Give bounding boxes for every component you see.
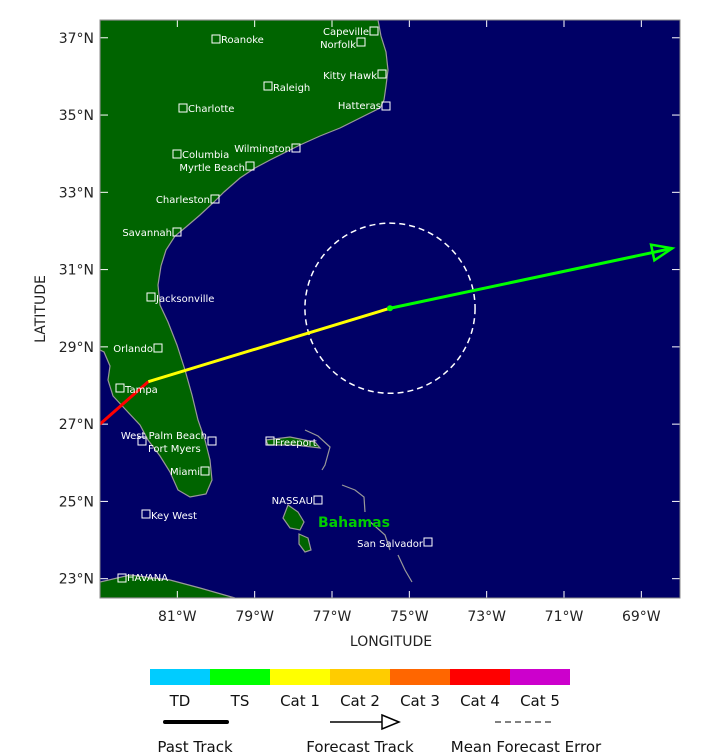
- city-label: Fort Myers: [148, 444, 201, 455]
- city-marker-icon: [211, 34, 221, 44]
- city-marker-icon: [377, 69, 387, 79]
- city-label: NASSAU: [272, 496, 313, 507]
- abaco-island: [304, 429, 331, 471]
- lon-tick-label: 69°W: [622, 609, 661, 625]
- city-label: Orlando: [113, 344, 153, 355]
- city-label: Kitty Hawk: [323, 71, 377, 82]
- city-marker-icon: [313, 495, 323, 505]
- forecast-track-segment: [389, 246, 673, 310]
- cuba-land: [100, 574, 236, 598]
- lat-tick-label: 25°N: [59, 494, 94, 510]
- legend-swatch: [270, 669, 330, 685]
- long-island: [397, 554, 413, 583]
- city-marker-icon: [263, 81, 273, 91]
- city-label: Wilmington: [234, 144, 291, 155]
- bahamas-island: [298, 533, 312, 553]
- region-label-bahamas: Bahamas: [318, 515, 390, 531]
- city-label: Norfolk: [320, 40, 356, 51]
- legend-category-label: Cat 3: [400, 692, 440, 710]
- lat-tick-label: 37°N: [59, 31, 94, 47]
- city-label: Hatteras: [338, 101, 381, 112]
- city-marker-icon: [356, 37, 366, 47]
- x-axis-label: LONGITUDE: [350, 634, 432, 650]
- city-label: HAVANA: [127, 573, 168, 584]
- lon-tick-label: 75°W: [390, 609, 429, 625]
- city-label: Tampa: [124, 385, 158, 396]
- city-label: Miami: [170, 467, 200, 478]
- lon-tick-label: 79°W: [235, 609, 274, 625]
- us-east-coast-land: [100, 20, 389, 498]
- city-marker-icon: [146, 292, 156, 302]
- city-label: West Palm Beach: [121, 431, 207, 442]
- city-marker-icon: [141, 509, 151, 519]
- lat-tick-label: 27°N: [59, 417, 94, 433]
- exuma-cays: [367, 519, 391, 551]
- lat-tick-label: 31°N: [59, 263, 94, 279]
- city-marker-icon: [178, 103, 188, 113]
- forecast-point: [387, 305, 393, 312]
- city-marker-icon: [423, 537, 433, 547]
- legend-swatch: [210, 669, 270, 685]
- legend-category-label: Cat 4: [460, 692, 500, 710]
- city-marker-icon: [172, 149, 182, 159]
- lon-tick-label: 77°W: [313, 609, 352, 625]
- past-track-segment: [100, 380, 150, 426]
- legend-forecast-track-label: Forecast Track: [306, 738, 414, 756]
- y-axis-label: LATITUDE: [33, 275, 49, 343]
- forecast-arrow-icon: [381, 713, 401, 731]
- city-marker-icon: [115, 383, 125, 393]
- city-label: San Salvador: [357, 539, 424, 550]
- city-marker-icon: [265, 436, 275, 446]
- andros-island: [282, 504, 305, 531]
- city-marker-icon: [153, 343, 163, 353]
- forecast-arrowhead-icon: [649, 243, 676, 263]
- legend-swatch: [330, 669, 390, 685]
- legend-category-label: Cat 2: [340, 692, 380, 710]
- city-marker-icon: [245, 161, 255, 171]
- legend-category-label: Cat 5: [520, 692, 560, 710]
- mean-forecast-error-circle: [304, 222, 476, 395]
- legend-swatch: [450, 669, 510, 685]
- legend-category-label: TS: [230, 692, 250, 710]
- lon-tick-label: 81°W: [158, 609, 197, 625]
- legend-category-label: TD: [169, 692, 191, 710]
- city-label: Jacksonville: [155, 294, 214, 305]
- lon-tick-label: 71°W: [545, 609, 584, 625]
- city-marker-icon: [137, 436, 147, 446]
- legend-swatch: [510, 669, 570, 685]
- legend-swatch: [150, 669, 210, 685]
- city-label: Charleston: [156, 195, 210, 206]
- city-label: Raleigh: [273, 83, 310, 94]
- city-marker-icon: [117, 573, 127, 583]
- city-marker-icon: [369, 26, 379, 36]
- plot-frame: [99, 19, 681, 599]
- lat-tick-label: 35°N: [59, 108, 94, 124]
- lat-tick-label: 33°N: [59, 185, 94, 201]
- city-marker-icon: [381, 101, 391, 111]
- legend-past-track-label: Past Track: [157, 738, 233, 756]
- lat-tick-label: 29°N: [59, 340, 94, 356]
- city-label: Charlotte: [188, 104, 234, 115]
- city-label: Columbia: [182, 150, 229, 161]
- city-label: Savannah: [122, 228, 172, 239]
- city-label: Myrtle Beach: [179, 163, 245, 174]
- eleuthera-island: [341, 484, 366, 513]
- city-marker-icon: [291, 143, 301, 153]
- city-label: Capeville: [323, 27, 369, 38]
- city-marker-icon: [200, 466, 210, 476]
- legend-category-label: Cat 1: [280, 692, 320, 710]
- legend-mean-error-label: Mean Forecast Error: [451, 738, 602, 756]
- city-marker-icon: [207, 436, 217, 446]
- legend-swatch: [390, 669, 450, 685]
- city-marker-icon: [172, 227, 182, 237]
- lon-tick-label: 73°W: [467, 609, 506, 625]
- lat-tick-label: 23°N: [59, 572, 94, 588]
- city-marker-icon: [210, 194, 220, 204]
- city-label: Roanoke: [221, 35, 264, 46]
- forecast-track-segment: [147, 306, 391, 384]
- city-label: Key West: [151, 511, 197, 522]
- city-label: Freeport: [275, 438, 317, 449]
